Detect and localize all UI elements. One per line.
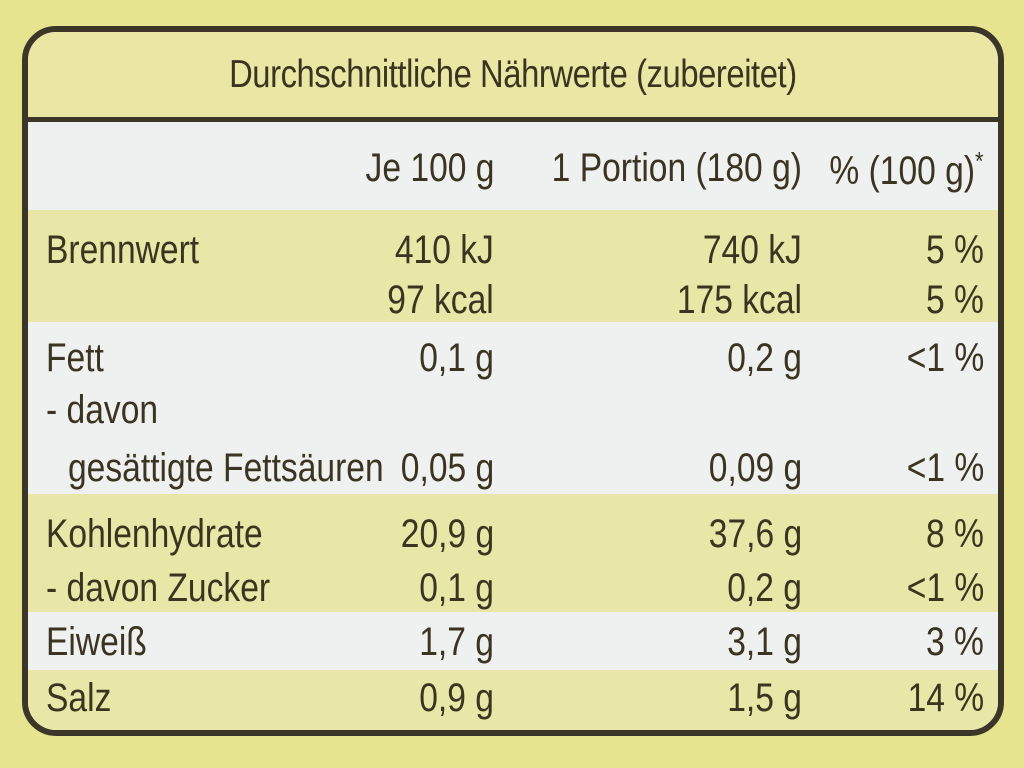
value-eiweiss-portion: 3,1 g — [727, 620, 802, 664]
row-label-davon: - davon — [46, 388, 159, 432]
row-label-salz: Salz — [46, 676, 112, 720]
value-zucker-portion: 0,2 g — [727, 566, 802, 610]
value-zucker-percent: <1 % — [906, 566, 984, 610]
value-kohlenhydrate-portion: 37,6 g — [708, 512, 802, 556]
value-eiweiss-100g: 1,7 g — [419, 620, 494, 664]
value-fett-percent: <1 % — [906, 336, 984, 380]
value-fett-100g: 0,1 g — [419, 336, 494, 380]
value-kohlenhydrate-percent: 8 % — [926, 512, 984, 556]
value-gesaettigte-100g: 0,05 g — [400, 446, 494, 490]
value-brennwert-kcal-portion: 175 kcal — [676, 278, 802, 322]
row-label-eiweiss: Eiweiß — [46, 620, 147, 664]
header-per-100g: Je 100 g — [365, 146, 494, 190]
value-gesaettigte-portion: 0,09 g — [708, 446, 802, 490]
row-label-davon-zucker: - davon Zucker — [46, 566, 271, 610]
value-eiweiss-percent: 3 % — [926, 620, 984, 664]
value-gesaettigte-percent: <1 % — [906, 446, 984, 490]
value-zucker-100g: 0,1 g — [419, 566, 494, 610]
header-row: Je 100 g 1 Portion (180 g) % (100 g)* — [28, 122, 998, 210]
row-label-gesaettigte-fettsaeuren: gesättigte Fettsäuren — [68, 446, 384, 490]
value-brennwert-kcal-100g: 97 kcal — [387, 278, 494, 322]
value-salz-portion: 1,5 g — [727, 676, 802, 720]
value-salz-100g: 0,9 g — [419, 676, 494, 720]
header-per-portion: 1 Portion (180 g) — [551, 146, 802, 190]
value-kohlenhydrate-100g: 20,9 g — [400, 512, 494, 556]
band-fett — [28, 322, 998, 494]
row-label-kohlenhydrate: Kohlenhydrate — [46, 512, 263, 556]
header-percent: % (100 g)* — [829, 146, 984, 193]
nutrition-table-panel: Durchschnittliche Nährwerte (zubereitet)… — [22, 26, 1004, 736]
band-kohlenhydrate — [28, 494, 998, 612]
row-label-fett: Fett — [46, 336, 104, 380]
band-brennwert — [28, 210, 998, 322]
value-fett-portion: 0,2 g — [727, 336, 802, 380]
band-eiweiss — [28, 612, 998, 670]
value-brennwert-kj-percent: 5 % — [926, 228, 984, 272]
percent-footnote-mark: * — [975, 146, 984, 176]
band-salz — [28, 670, 998, 730]
value-brennwert-kj-portion: 740 kJ — [702, 228, 802, 272]
value-brennwert-kcal-percent: 5 % — [926, 278, 984, 322]
value-salz-percent: 14 % — [907, 676, 984, 720]
value-brennwert-kj-100g: 410 kJ — [394, 228, 494, 272]
table-title-bar: Durchschnittliche Nährwerte (zubereitet) — [28, 32, 998, 122]
row-label-brennwert: Brennwert — [46, 228, 200, 272]
table-title: Durchschnittliche Nährwerte (zubereitet) — [229, 52, 797, 96]
